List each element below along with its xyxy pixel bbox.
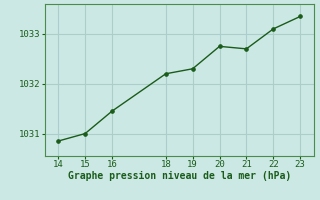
X-axis label: Graphe pression niveau de la mer (hPa): Graphe pression niveau de la mer (hPa) (68, 171, 291, 181)
